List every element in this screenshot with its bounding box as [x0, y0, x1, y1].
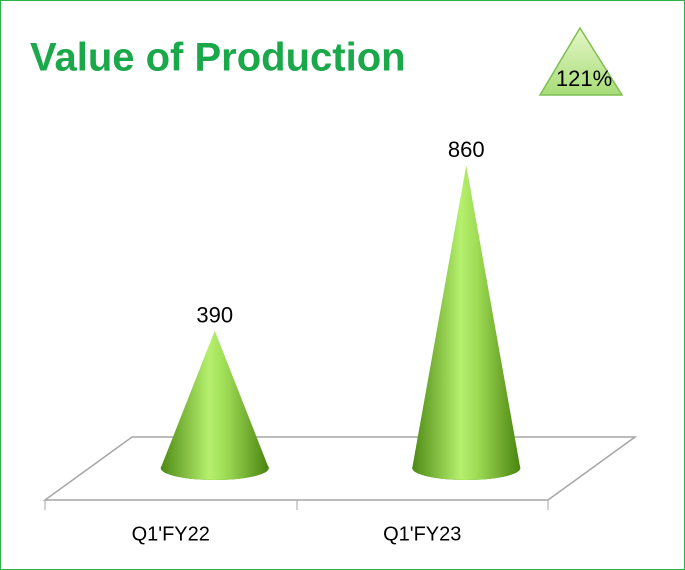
cone	[412, 165, 521, 480]
growth-badge	[538, 26, 624, 96]
value-label: 390	[196, 303, 233, 328]
x-tick-label: Q1'FY23	[383, 523, 461, 545]
growth-label: 121%	[556, 66, 612, 91]
value-label: 860	[448, 137, 485, 162]
chart-title: Value of Production	[30, 36, 406, 80]
floor	[42, 436, 638, 501]
x-tick-label: Q1'FY22	[132, 523, 210, 545]
cone	[160, 330, 269, 480]
